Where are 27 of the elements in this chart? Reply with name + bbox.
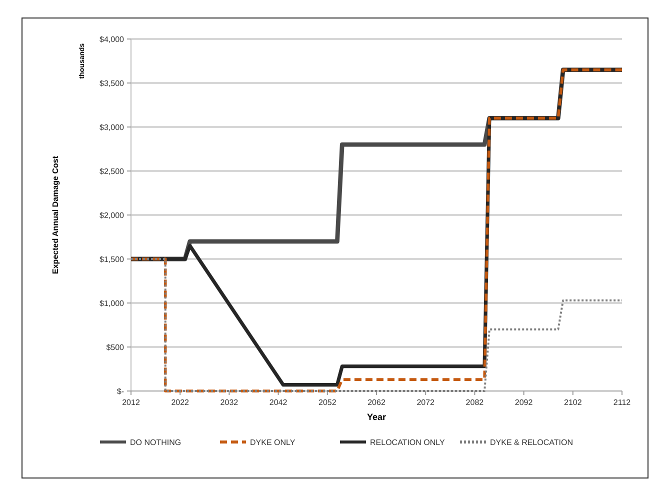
y-tick-label: $3,000 xyxy=(100,123,125,132)
legend-label: DYKE ONLY xyxy=(250,438,296,447)
y-tick-label: $500 xyxy=(106,343,125,352)
x-tick-label: 2062 xyxy=(368,398,386,407)
y-tick-label: $- xyxy=(116,387,124,396)
y-tick-label: $4,000 xyxy=(100,35,125,44)
x-tick-label: 2082 xyxy=(466,398,484,407)
legend-label: DYKE & RELOCATION xyxy=(490,438,574,447)
line-series xyxy=(130,258,623,392)
y-tick-label: $1,000 xyxy=(100,299,125,308)
y-tick-label: $2,000 xyxy=(100,211,125,220)
x-tick-label: 2012 xyxy=(122,398,140,407)
x-tick-label: 2102 xyxy=(564,398,582,407)
y-tick-label: $1,500 xyxy=(100,255,125,264)
x-tick-label: 2042 xyxy=(269,398,288,407)
x-tick-label: 2092 xyxy=(514,398,534,407)
y-axis-title: Expected Annual Damage Cost xyxy=(51,156,60,274)
x-tick-label: 2032 xyxy=(220,398,239,407)
y-tick-label: $2,500 xyxy=(100,167,125,176)
x-axis-title: Year xyxy=(366,412,386,422)
legend-label: DO NOTHING xyxy=(130,438,182,447)
legend-label: RELOCATION ONLY xyxy=(370,438,446,447)
x-tick-label: 2072 xyxy=(416,398,436,407)
x-tick-label: 2112 xyxy=(613,398,632,407)
x-tick-label: 2022 xyxy=(171,398,190,407)
y-tick-label: $3,500 xyxy=(100,79,125,88)
x-tick-label: 2052 xyxy=(318,398,337,407)
